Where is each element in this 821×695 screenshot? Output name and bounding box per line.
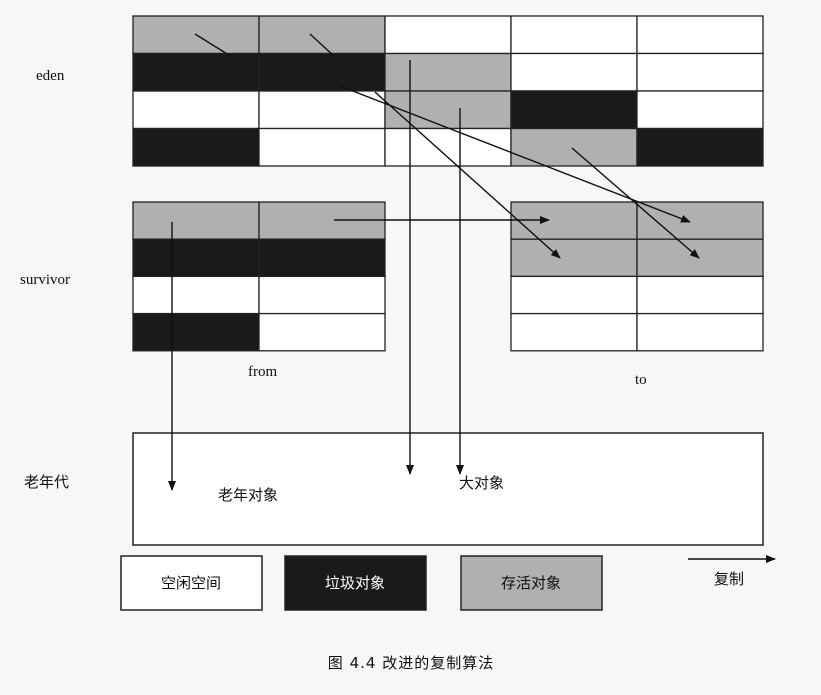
- eden-cell-free: [636, 90, 764, 130]
- to-cell-free: [636, 312, 764, 352]
- from-cell-free: [258, 312, 386, 352]
- arrow-eden-b-start: [309, 33, 336, 58]
- eden-cell-free: [636, 52, 764, 92]
- arrow-eden-to-survivor-2: [374, 91, 561, 259]
- old-generation-box: [132, 432, 764, 546]
- eden-cell-free: [132, 90, 260, 130]
- legend-live-label: 存活对象: [501, 574, 561, 592]
- legend-garbage-swatch: [284, 555, 427, 611]
- to-cell-live: [636, 201, 764, 240]
- to-label: to: [635, 372, 647, 388]
- survivor-to-grid: [510, 201, 764, 352]
- eden-cell-live: [384, 90, 512, 130]
- from-cell-garbage: [132, 312, 260, 352]
- eden-cell-live: [384, 52, 512, 92]
- large-objects-label: 大对象: [459, 474, 504, 492]
- eden-label: eden: [36, 68, 65, 84]
- to-cell-free: [510, 312, 638, 352]
- eden-cell-free: [258, 90, 386, 130]
- eden-cell-free: [384, 15, 512, 55]
- legend: 空闲空间 垃圾对象 存活对象 复制: [120, 555, 776, 611]
- legend-copy-label: 复制: [714, 570, 744, 588]
- eden-cell-free: [258, 127, 386, 167]
- legend-garbage-label: 垃圾对象: [325, 574, 385, 592]
- eden-cell-live: [510, 127, 638, 167]
- eden-grid: [132, 15, 764, 167]
- to-cell-free: [636, 275, 764, 315]
- eden-cell-free: [384, 127, 512, 167]
- old-objects-label: 老年对象: [218, 486, 278, 504]
- eden-cell-free: [510, 15, 638, 55]
- from-label: from: [248, 364, 277, 380]
- arrow-eden-a: [194, 33, 233, 58]
- survivor-label: survivor: [20, 272, 70, 288]
- from-cell-live: [132, 201, 260, 240]
- from-cell-free: [132, 275, 260, 315]
- to-cell-live: [510, 238, 638, 278]
- legend-free-label: 空闲空间: [161, 574, 221, 592]
- from-cell-garbage: [132, 238, 260, 278]
- eden-cell-free: [636, 15, 764, 55]
- eden-cell-garbage: [636, 127, 764, 167]
- old-generation-label: 老年代: [24, 473, 69, 491]
- legend-free-swatch: [120, 555, 263, 611]
- from-cell-free: [258, 275, 386, 315]
- copy-arrows: [168, 33, 700, 491]
- from-cell-garbage: [258, 238, 386, 278]
- eden-cell-free: [510, 52, 638, 92]
- figure-caption: 图 4.4 改进的复制算法: [328, 654, 494, 672]
- to-cell-live: [636, 238, 764, 278]
- arrow-eden-live-to-survivor: [571, 147, 700, 259]
- eden-cell-live: [258, 15, 386, 55]
- eden-cell-garbage: [132, 127, 260, 167]
- legend-live-swatch: [460, 555, 603, 611]
- to-cell-free: [510, 275, 638, 315]
- eden-cell-garbage: [132, 52, 260, 92]
- survivor-from-grid: [132, 201, 386, 352]
- eden-cell-garbage: [510, 90, 638, 130]
- eden-cell-garbage: [258, 52, 386, 92]
